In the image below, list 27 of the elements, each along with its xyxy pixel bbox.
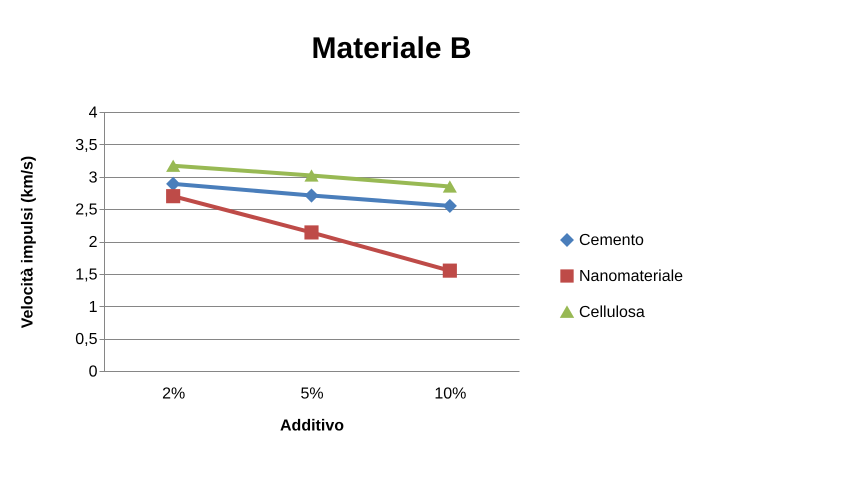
- point: [304, 225, 319, 240]
- legend-label: Nanomateriale: [579, 268, 684, 285]
- y-tick-label: 2: [88, 234, 98, 251]
- y-axis-title: Velocità impulsi (km/s): [19, 156, 36, 328]
- y-tick-label: 1: [88, 298, 98, 316]
- x-tick-label: 2%: [162, 386, 186, 402]
- point: [304, 169, 319, 182]
- y-tick-label: 2,5: [75, 202, 98, 219]
- chart-title: Materiale B: [311, 32, 472, 65]
- point: [442, 264, 457, 278]
- point: [166, 176, 180, 191]
- legend-label: Cellulosa: [579, 304, 645, 321]
- y-tick-label: 3,5: [75, 136, 98, 154]
- y-tick-label: 1,5: [75, 266, 98, 284]
- x-tick-label: 10%: [434, 386, 466, 402]
- y-tick-label: 0: [88, 364, 98, 380]
- point: [166, 160, 180, 172]
- y-tick-label: 4: [88, 104, 98, 122]
- point: [442, 198, 457, 213]
- point: [304, 188, 319, 203]
- point: [442, 180, 457, 193]
- y-tick-label: 0,5: [75, 331, 98, 348]
- y-tick-label: 3: [88, 169, 98, 186]
- point: [166, 189, 180, 204]
- x-axis-title: Additivo: [280, 418, 344, 434]
- legend-label: Cemento: [579, 232, 644, 249]
- x-tick-label: 5%: [300, 386, 324, 402]
